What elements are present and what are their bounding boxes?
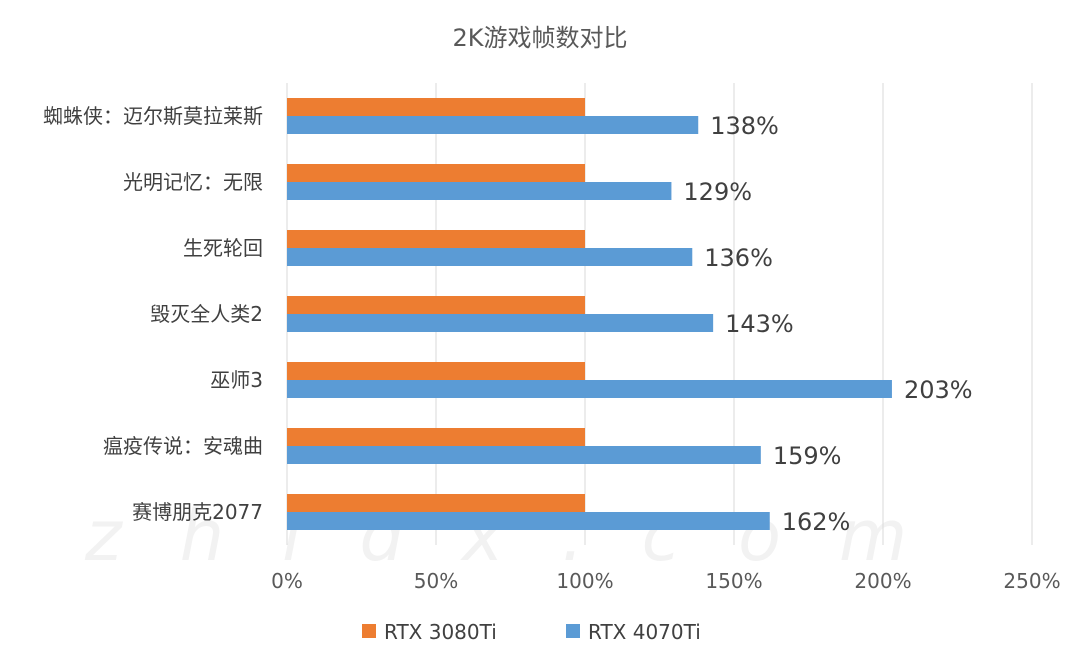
bar-rtx-4070ti bbox=[287, 182, 672, 200]
bar-rtx-3080ti bbox=[287, 230, 585, 248]
data-label: 143% bbox=[725, 310, 794, 338]
category-label: 光明记忆：无限 bbox=[123, 170, 263, 194]
bar-rtx-3080ti bbox=[287, 164, 585, 182]
bar-rtx-4070ti bbox=[287, 512, 770, 530]
bar-rtx-4070ti bbox=[287, 380, 892, 398]
x-tick-label: 150% bbox=[705, 569, 762, 593]
data-label: 136% bbox=[704, 244, 773, 272]
x-tick-labels: 0% 50% 100% 150% 200% 250% bbox=[271, 569, 1060, 593]
legend-label: RTX 4070Ti bbox=[588, 620, 701, 644]
category-label: 瘟疫传说：安魂曲 bbox=[103, 434, 263, 458]
x-tick-label: 0% bbox=[271, 569, 303, 593]
data-labels: 138% 129% 136% 143% 203% 159% 162% bbox=[683, 112, 972, 536]
bar-rtx-3080ti bbox=[287, 296, 585, 314]
category-label: 蜘蛛侠：迈尔斯莫拉莱斯 bbox=[43, 104, 263, 128]
data-label: 203% bbox=[904, 376, 973, 404]
data-label: 138% bbox=[710, 112, 779, 140]
legend-swatch bbox=[566, 624, 580, 638]
data-label: 159% bbox=[773, 442, 842, 470]
category-label: 巫师3 bbox=[210, 368, 263, 392]
legend: RTX 3080Ti RTX 4070Ti bbox=[362, 620, 701, 644]
category-label: 赛博朋克2077 bbox=[132, 500, 263, 524]
category-label: 毁灭全人类2 bbox=[150, 302, 263, 326]
category-label: 生死轮回 bbox=[183, 236, 263, 260]
x-tick-label: 100% bbox=[556, 569, 613, 593]
x-tick-label: 50% bbox=[414, 569, 458, 593]
legend-swatch bbox=[362, 624, 376, 638]
bar-rtx-3080ti bbox=[287, 98, 585, 116]
bar-rtx-4070ti bbox=[287, 248, 693, 266]
chart-title: 2K游戏帧数对比 bbox=[452, 24, 627, 52]
bar-rtx-4070ti bbox=[287, 314, 714, 332]
bar-rtx-3080ti bbox=[287, 428, 585, 446]
bar-rtx-4070ti bbox=[287, 116, 699, 134]
bars bbox=[287, 98, 892, 530]
x-tick-label: 200% bbox=[854, 569, 911, 593]
data-label: 162% bbox=[782, 508, 851, 536]
x-tick-label: 250% bbox=[1003, 569, 1060, 593]
bar-rtx-3080ti bbox=[287, 362, 585, 380]
bar-rtx-3080ti bbox=[287, 494, 585, 512]
legend-label: RTX 3080Ti bbox=[384, 620, 497, 644]
bar-rtx-4070ti bbox=[287, 446, 761, 464]
data-label: 129% bbox=[683, 178, 752, 206]
